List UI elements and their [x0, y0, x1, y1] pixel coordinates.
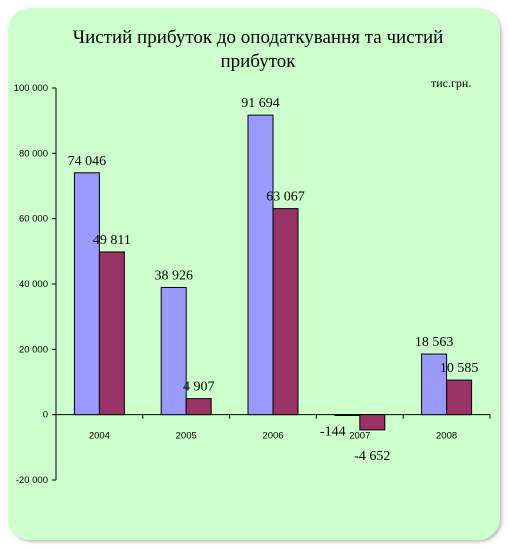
data-label-s1-2004: 74 046 [68, 154, 107, 169]
y-tick-label: -20 000 [16, 475, 48, 486]
bar-s2-2005 [185, 398, 212, 416]
category-label: 2008 [436, 431, 457, 442]
category-label: 2004 [89, 431, 110, 442]
bar-s1-2007 [334, 414, 361, 416]
data-label-s2-2008: 10 585 [440, 361, 479, 376]
bar-s2-2006 [272, 208, 299, 416]
bar-s2-2008 [446, 379, 473, 416]
y-tick-label: 20 000 [19, 344, 48, 355]
data-label-s2-2006: 63 067 [266, 190, 305, 205]
bar-s2-2004 [98, 251, 125, 416]
bar-s1-2004 [73, 172, 100, 416]
data-label-s2-2004: 49 811 [93, 233, 131, 248]
y-tick-label: 100 000 [14, 83, 48, 94]
data-label-s1-2006: 91 694 [241, 96, 280, 111]
y-tick-label: 0 [43, 410, 48, 421]
bar-s2-2007 [359, 414, 386, 431]
y-tick-label: 60 000 [19, 214, 48, 225]
bar-s1-2006 [247, 114, 274, 416]
bar-s1-2005 [160, 287, 187, 416]
unit-label: тис.грн. [431, 76, 471, 90]
category-label: 2007 [349, 431, 370, 442]
data-label-s2-2005: 4 907 [183, 380, 215, 395]
category-label: 2005 [176, 431, 197, 442]
chart-title-line-1: Чистий прибуток до оподаткування та чист… [73, 27, 444, 48]
data-label-s1-2007: -144 [320, 425, 346, 440]
chart-title-line-2: прибуток [220, 51, 296, 72]
y-tick-label: 80 000 [19, 148, 48, 159]
data-label-s2-2007: -4 652 [354, 449, 390, 464]
data-label-s1-2005: 38 926 [154, 269, 193, 284]
y-tick-label: 40 000 [19, 279, 48, 290]
category-label: 2006 [262, 431, 283, 442]
data-label-s1-2008: 18 563 [415, 335, 454, 350]
